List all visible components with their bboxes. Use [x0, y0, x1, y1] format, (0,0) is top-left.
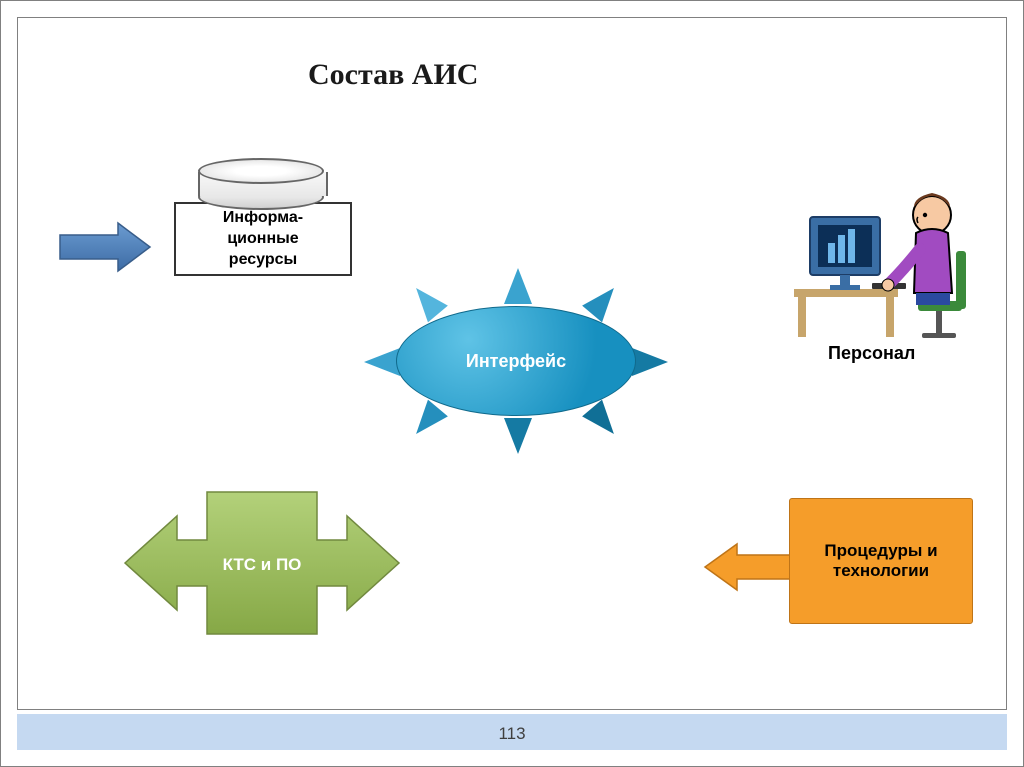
slide-outer: Состав АИС Информа- ционные [0, 0, 1024, 767]
interface-label: Интерфейс [466, 351, 566, 372]
ktc-label: КТС и ПО [223, 555, 302, 574]
personnel-node: Персонал [788, 173, 998, 348]
interface-node: Интерфейс [366, 266, 666, 456]
input-arrow-icon [58, 221, 153, 278]
slide-content: Состав АИС Информа- ционные [17, 17, 1007, 710]
burst-tri [504, 268, 532, 304]
burst-tri [582, 280, 624, 323]
procedures-arrow-icon [703, 542, 795, 597]
interface-ellipse: Интерфейс [396, 306, 636, 416]
page-number: 113 [498, 724, 525, 744]
info-resources-node: Информа- ционные ресурсы [163, 158, 363, 276]
slide-title: Состав АИС [308, 58, 478, 92]
database-icon [198, 158, 328, 200]
procedures-label: Процедуры и технологии [789, 498, 973, 624]
burst-tri [406, 400, 448, 443]
burst-tri [632, 348, 668, 376]
ktc-node: КТС и ПО [123, 478, 403, 653]
burst-tri [364, 348, 400, 376]
person-at-computer-icon [788, 173, 988, 343]
personnel-label: Персонал [828, 343, 915, 364]
burst-tri [406, 280, 448, 323]
info-resources-label: Информа- ционные ресурсы [174, 202, 352, 276]
burst-tri [504, 418, 532, 454]
burst-tri [582, 400, 624, 443]
